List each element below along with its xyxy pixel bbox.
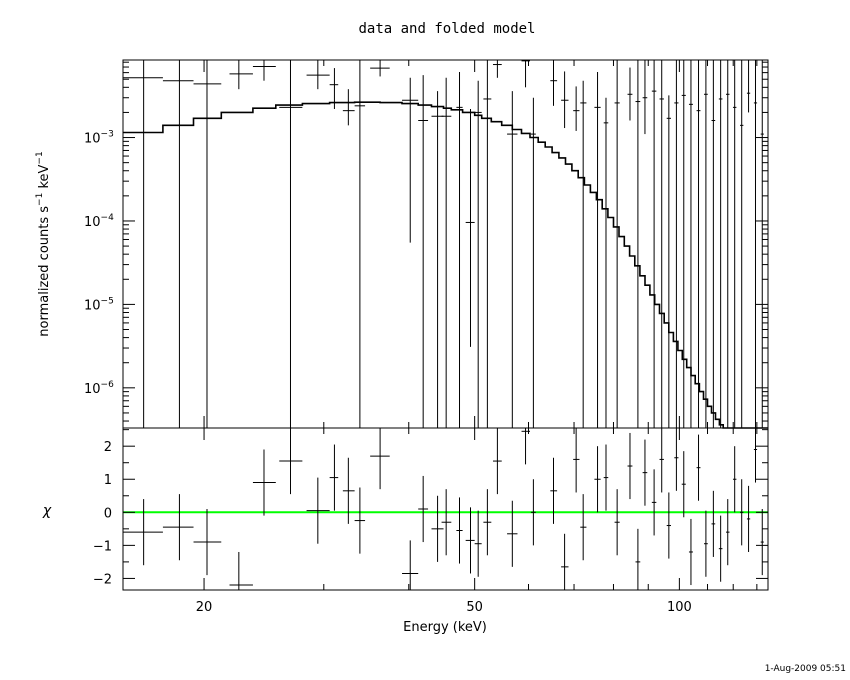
spectrum-ylabel: normalized counts s−1 keV−1	[35, 151, 52, 336]
residual-frame	[122, 427, 769, 591]
chi-tick-label: −1	[93, 539, 112, 554]
spectrum-axis-ticks: 10−6 10−5 10−4 10−3	[84, 61, 768, 422]
model-histogram	[123, 101, 768, 429]
chi-tick-label: 2	[104, 440, 112, 455]
x-tick-label: 50	[466, 600, 483, 615]
x-tick-label: 100	[667, 600, 692, 615]
chi-tick-label: −2	[93, 572, 112, 587]
chi-tick-label: 1	[104, 473, 112, 488]
spectrum-data-points	[123, 60, 764, 428]
chart-title: data and folded model	[358, 21, 535, 37]
spectrum-frame	[122, 59, 769, 429]
y-tick-label: 10−4	[84, 213, 114, 230]
chi-tick-label: 0	[104, 506, 112, 521]
residual-axis-ticks: −2 −1 0 1 2	[93, 429, 768, 587]
x-tick-label: 20	[196, 600, 213, 615]
timestamp: 1-Aug-2009 05:51	[764, 664, 846, 674]
residual-data-points	[123, 428, 764, 590]
x-axis-ticks: 20 50 100	[196, 60, 758, 615]
spectrum-panel: 10−6 10−5 10−4 10−3 normalized counts s−1 k…	[35, 59, 769, 429]
y-tick-label: 10−3	[84, 130, 114, 147]
y-tick-label: 10−6	[84, 380, 114, 397]
y-tick-label: 10−5	[84, 296, 114, 313]
folded-model-line	[123, 101, 768, 429]
residual-panel: −2 −1 0 1 2 χ	[42, 427, 769, 591]
x-axis-label: Energy (keV)	[403, 620, 487, 635]
residual-ylabel: χ	[42, 503, 52, 519]
